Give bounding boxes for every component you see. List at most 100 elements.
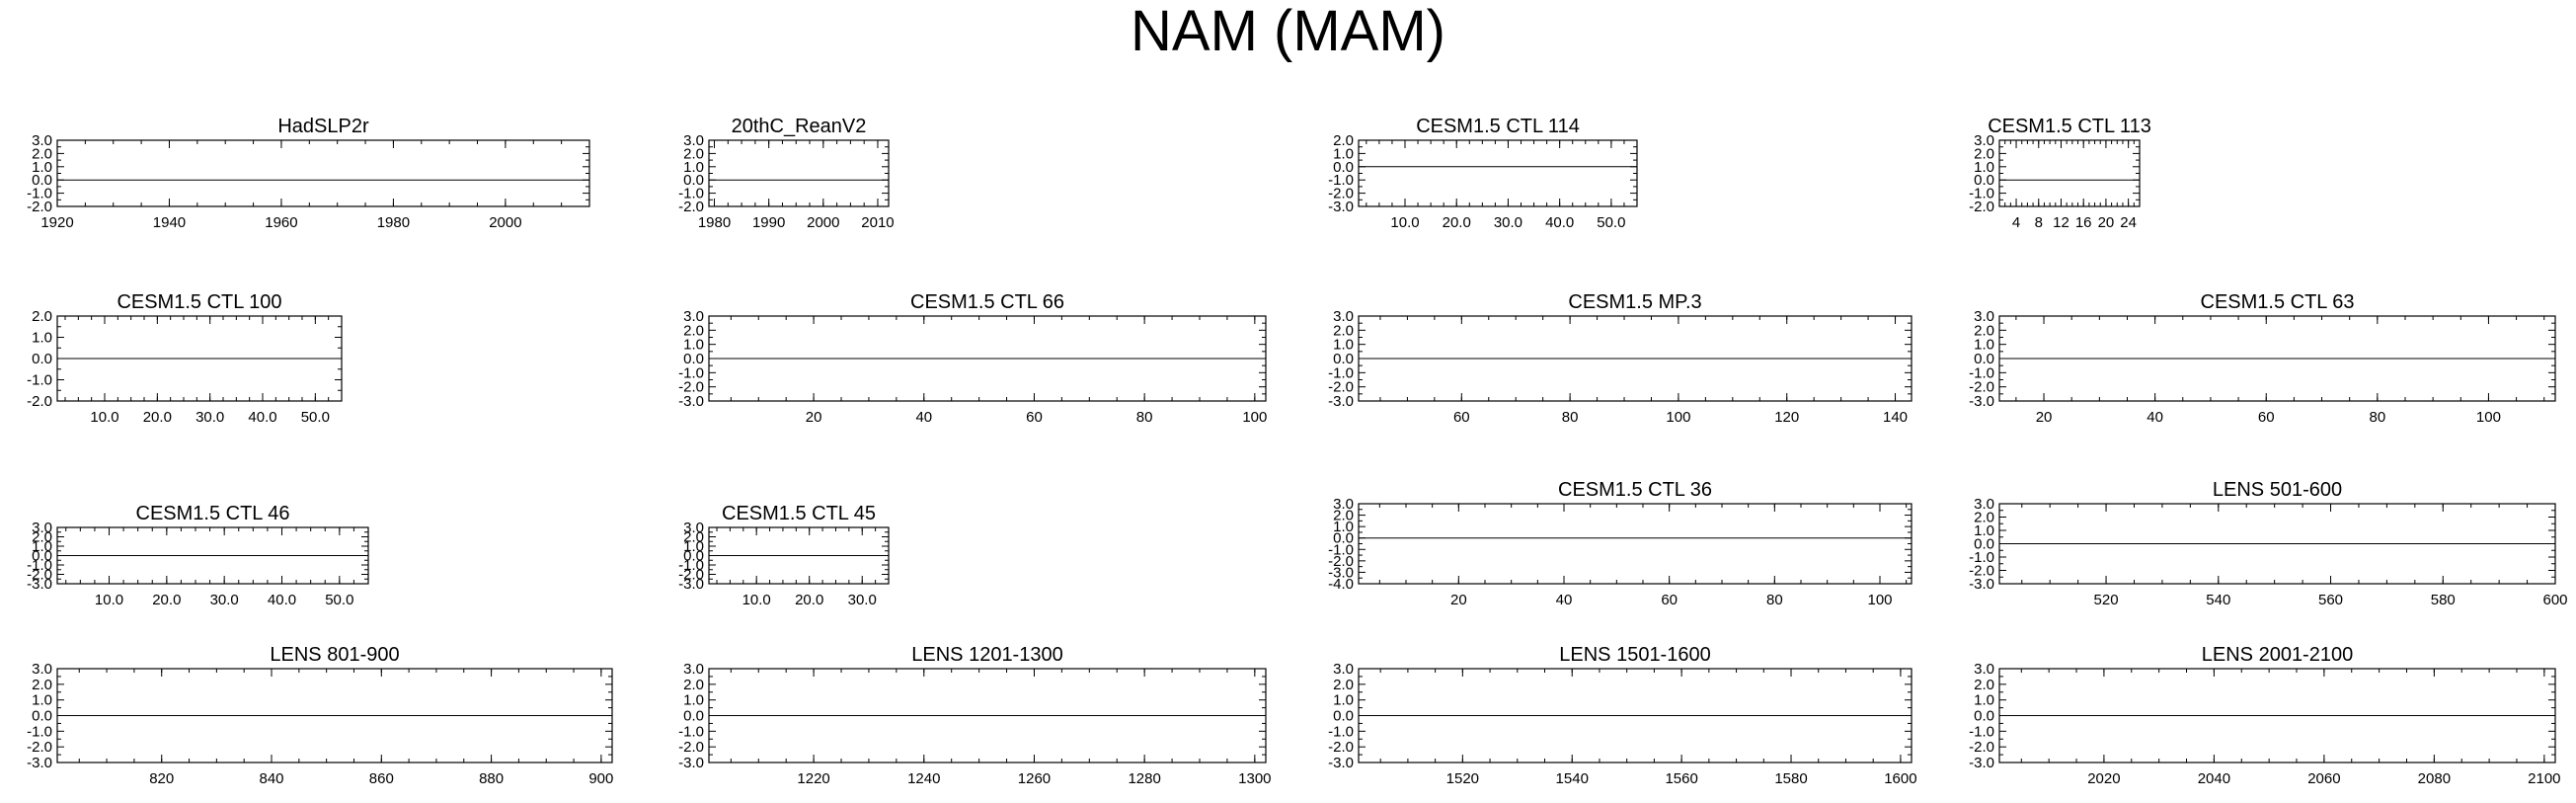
y-tick-label: 2.0 [1974, 677, 1994, 693]
x-tick-label: 1240 [907, 770, 940, 787]
x-tick-label: 120 [1774, 409, 1799, 426]
y-tick-label: 1.0 [1974, 522, 1994, 539]
y-tick-label: 3.0 [32, 661, 52, 678]
y-tick-label: 3.0 [1333, 661, 1354, 678]
y-tick-label: 2.0 [32, 308, 52, 325]
y-tick-label: -2.0 [1969, 199, 1994, 215]
y-tick-label: 2.0 [683, 322, 704, 339]
x-tick-label: 16 [2075, 214, 2092, 231]
y-tick-label: -2.0 [1328, 186, 1354, 202]
x-tick-label: 1600 [1884, 770, 1916, 787]
x-tick-label: 20.0 [1443, 214, 1471, 231]
x-tick-label: 1280 [1128, 770, 1160, 787]
y-tick-label: -2.0 [1328, 553, 1354, 570]
y-tick-label: -2.0 [1969, 739, 1994, 756]
x-tick-label: 2100 [2528, 770, 2560, 787]
x-tick-label: 80 [2369, 409, 2385, 426]
y-tick-label: 0.0 [1333, 159, 1354, 176]
y-tick-label: 0.0 [1333, 351, 1354, 367]
panel-title: CESM1.5 CTL 113 [1988, 116, 2151, 137]
x-tick-label: 520 [2094, 592, 2119, 608]
panel-5: CESM1.5 CTL 100 -2.0 -1.0 0.0 1.0 2.0 10.0 20.0… [27, 291, 343, 426]
x-tick-label: 20 [1450, 592, 1467, 608]
y-tick-label: -1.0 [1328, 541, 1354, 558]
y-tick-label: 1.0 [683, 159, 704, 176]
y-tick-label: 3.0 [32, 520, 52, 536]
y-tick-label: -3.0 [678, 393, 704, 410]
x-tick-label: 1580 [1774, 770, 1807, 787]
y-tick-label: -1.0 [1328, 172, 1354, 189]
y-tick-label: 3.0 [1974, 661, 1994, 678]
x-tick-label: 1300 [1238, 770, 1271, 787]
panel-title: CESM1.5 CTL 114 [1416, 116, 1580, 137]
x-tick-label: 80 [1766, 592, 1783, 608]
y-tick-label: -3.0 [1969, 755, 1994, 771]
panel-frame [1358, 503, 1912, 585]
panel-title: LENS 1201-1300 [911, 644, 1062, 666]
panel-title: CESM1.5 MP.3 [1568, 291, 1701, 313]
y-tick-label: 3.0 [32, 132, 52, 149]
y-tick-label: -3.0 [678, 755, 704, 771]
x-tick-label: 8 [2035, 214, 2043, 231]
y-tick-label: -1.0 [1969, 364, 1994, 381]
x-tick-label: 1960 [265, 214, 297, 231]
y-tick-label: -2.0 [678, 739, 704, 756]
x-tick-label: 1990 [752, 214, 785, 231]
y-tick-label: 1.0 [1333, 692, 1354, 709]
panel-14: LENS 1201-1300 -3.0-2.0-1.00.01.02.03.0 12… [678, 644, 1271, 787]
y-tick-label: 1.0 [683, 337, 704, 354]
x-tick-label: 40.0 [1545, 214, 1574, 231]
x-tick-label: 100 [1666, 409, 1690, 426]
panel-frame [1358, 139, 1638, 207]
y-tick-label: -1.0 [678, 557, 704, 574]
x-tick-label: 30.0 [848, 592, 877, 608]
y-tick-label: -2.0 [678, 567, 704, 584]
y-tick-label: 2.0 [32, 529, 52, 546]
x-tick-label: 80 [1136, 409, 1153, 426]
y-tick-label: -1.0 [1969, 186, 1994, 202]
x-tick-label: 10.0 [95, 592, 123, 608]
y-tick-label: -2.0 [27, 739, 52, 756]
y-tick-label: 0.0 [32, 708, 52, 725]
y-tick-label: 3.0 [1333, 496, 1354, 513]
x-tick-label: 60 [1453, 409, 1470, 426]
y-tick-label: 3.0 [1974, 496, 1994, 513]
x-tick-label: 1940 [153, 214, 186, 231]
y-tick-label: 1.0 [1333, 145, 1354, 162]
x-tick-label: 2060 [2307, 770, 2340, 787]
x-tick-label: 1980 [698, 214, 731, 231]
y-tick-label: 1.0 [32, 538, 52, 555]
x-tick-label: 560 [2318, 592, 2343, 608]
x-tick-label: 80 [1562, 409, 1579, 426]
y-tick-label: 3.0 [683, 520, 704, 536]
y-tick-label: -1.0 [1969, 723, 1994, 740]
x-tick-label: 10.0 [90, 409, 118, 426]
x-tick-label: 600 [2542, 592, 2567, 608]
x-tick-label: 30.0 [195, 409, 224, 426]
panel-title: CESM1.5 CTL 100 [117, 291, 281, 313]
x-tick-label: 30.0 [210, 592, 239, 608]
x-tick-label: 60 [2258, 409, 2275, 426]
y-tick-label: 2.0 [683, 529, 704, 546]
x-tick-label: 540 [2206, 592, 2230, 608]
y-tick-label: 0.0 [1974, 536, 1994, 553]
y-tick-label: 2.0 [683, 145, 704, 162]
x-tick-label: 10.0 [742, 592, 771, 608]
x-tick-label: 1540 [1556, 770, 1589, 787]
panel-16: LENS 2001-2100 -3.0-2.0-1.00.01.02.03.0 20… [1969, 644, 2560, 787]
x-tick-label: 12 [2053, 214, 2069, 231]
panel-title: 20thC_ReanV2 [732, 116, 867, 137]
x-tick-label: 20.0 [143, 409, 172, 426]
x-tick-label: 820 [149, 770, 174, 787]
panel-4: CESM1.5 CTL 113 -2.0-1.00.01.02.03.0 4 8 12 1… [1969, 116, 2151, 231]
x-tick-label: 1520 [1446, 770, 1479, 787]
y-tick-label: 3.0 [1333, 308, 1354, 325]
x-tick-label: 30.0 [1494, 214, 1522, 231]
y-tick-label: 0.0 [683, 548, 704, 565]
y-tick-label: 1.0 [1333, 337, 1354, 354]
y-tick-label: -1.0 [678, 186, 704, 202]
y-tick-label: 0.0 [32, 172, 52, 189]
x-tick-label: 60 [1661, 592, 1678, 608]
y-tick-label: 2.0 [1333, 677, 1354, 693]
x-tick-label: 24 [2120, 214, 2137, 231]
